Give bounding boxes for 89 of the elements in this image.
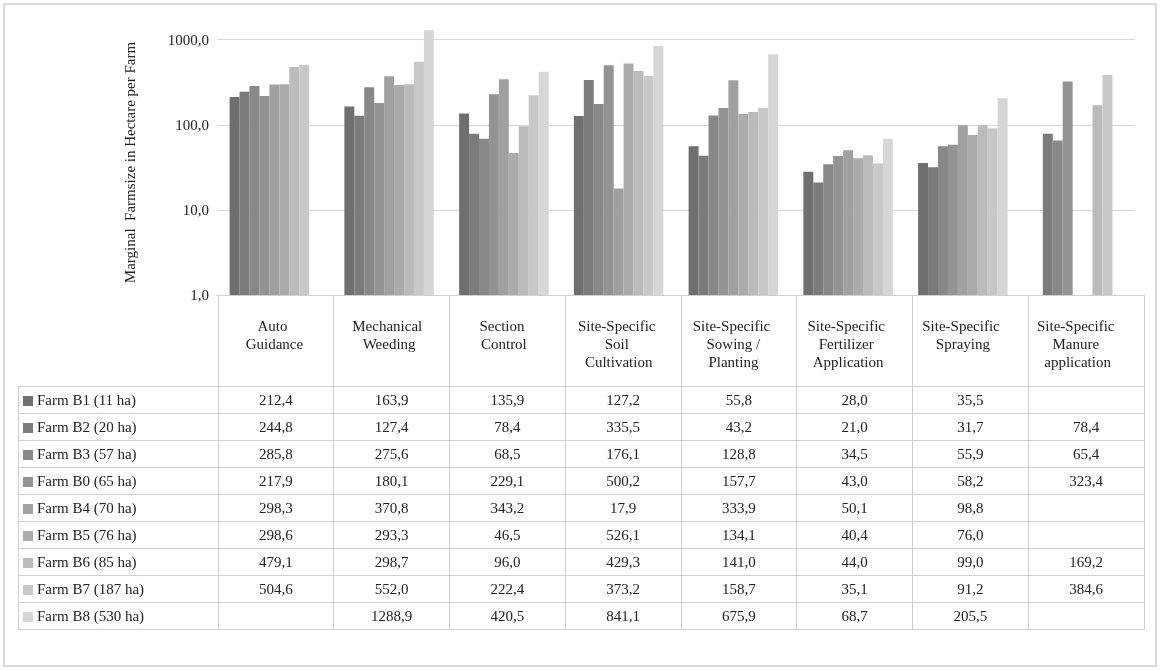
data-label: 370,8 [333,494,450,522]
data-label: 293,3 [333,521,450,549]
data-label: 68,5 [449,440,566,468]
data-label: 68,7 [796,602,913,630]
data-label: 229,1 [449,467,566,495]
data-label: 65,4 [1028,440,1144,468]
data-label: 127,2 [565,386,681,414]
data-label: 134,1 [681,521,797,549]
legend-label: Farm B5 (76 ha) [37,526,137,543]
data-label: 141,0 [681,548,797,576]
data-label: 76,0 [912,521,1029,549]
data-label: 552,0 [333,575,450,603]
legend-label: Farm B1 (11 ha) [37,391,137,408]
data-label: 34,5 [796,440,913,468]
legend-label: Farm B8 (530 ha) [37,607,145,624]
data-label: 43,0 [796,467,913,495]
data-label: 163,9 [333,386,450,414]
data-label: 420,5 [449,602,566,630]
data-label: 78,4 [449,413,566,441]
data-label: 55,9 [912,440,1029,468]
x-tick-label: Site-Specific Fertilizer Application [807,318,889,370]
data-label: 158,7 [681,575,797,603]
y-tick-label: 100,0 [175,116,209,133]
data-label: 373,2 [565,575,681,603]
data-label: 298,3 [218,494,334,522]
data-label: 384,6 [1028,575,1144,603]
data-label: 31,7 [912,413,1029,441]
data-label: 157,7 [681,467,797,495]
data-label: 43,2 [681,413,797,441]
data-label: 500,2 [565,467,681,495]
data-label: 323,4 [1028,467,1144,495]
x-tick-label: Section Control [479,318,529,352]
legend-label: Farm B7 (187 ha) [37,580,145,597]
data-label: 35,5 [912,386,1029,414]
data-label: 212,4 [218,386,334,414]
x-tick-label: Auto Guidance [245,318,304,352]
data-label: 99,0 [912,548,1029,576]
data-label: 180,1 [333,467,450,495]
data-label: 298,6 [218,521,334,549]
data-label: 91,2 [912,575,1029,603]
data-label: 217,9 [218,467,334,495]
legend-label: Farm B4 (70 ha) [37,499,137,516]
data-label: 46,5 [449,521,566,549]
legend-label: Farm B0 (65 ha) [37,472,137,489]
data-label: 169,2 [1028,548,1144,576]
data-label: 504,6 [218,575,334,603]
data-label: 44,0 [796,548,913,576]
data-label: 222,4 [449,575,566,603]
data-label: 17,9 [565,494,681,522]
legend-label: Farm B6 (85 ha) [37,553,137,570]
data-label: 675,9 [681,602,797,630]
data-label: 479,1 [218,548,334,576]
data-label: 526,1 [565,521,681,549]
data-label: 176,1 [565,440,681,468]
data-label: 429,3 [565,548,681,576]
x-tick-label: Mechanical Weeding [352,318,426,352]
y-tick-label: 1,0 [190,287,209,303]
data-label: 55,8 [681,386,797,414]
data-label: 50,1 [796,494,913,522]
data-label: 135,9 [449,386,566,414]
data-label: 98,8 [912,494,1029,522]
data-label: 333,9 [681,494,797,522]
data-label: 841,1 [565,602,681,630]
x-tick-label: Site-Specific Manure application [1037,318,1119,370]
x-tick-label: Site-Specific Spraying [922,318,1004,352]
data-label: 298,7 [333,548,450,576]
data-label: 275,6 [333,440,450,468]
data-label: 35,1 [796,575,913,603]
legend-label: Farm B2 (20 ha) [37,418,137,435]
data-label: 343,2 [449,494,566,522]
data-label: 285,8 [218,440,334,468]
y-tick-label: 10,0 [182,201,209,218]
data-label: 127,4 [333,413,450,441]
data-label: 128,8 [681,440,797,468]
data-label: 40,4 [796,521,913,549]
y-tick-label: 1000,0 [167,31,209,48]
data-label: 28,0 [796,386,913,414]
data-label: 21,0 [796,413,913,441]
x-tick-label: Site-Specific Soil Cultivation [578,318,660,370]
x-tick-label: Site-Specific Sowing /Planting [692,318,774,370]
data-label: 335,5 [565,413,681,441]
data-label: 1288,9 [333,602,450,630]
data-label: 78,4 [1028,413,1144,441]
legend-label: Farm B3 (57 ha) [37,445,137,462]
data-label: 96,0 [449,548,566,576]
data-label: 58,2 [912,467,1029,495]
data-label: 244,8 [218,413,334,441]
y-axis-title: Marginal Farmsize in Hectare per Farm [121,41,138,284]
data-label: 205,5 [912,602,1029,630]
